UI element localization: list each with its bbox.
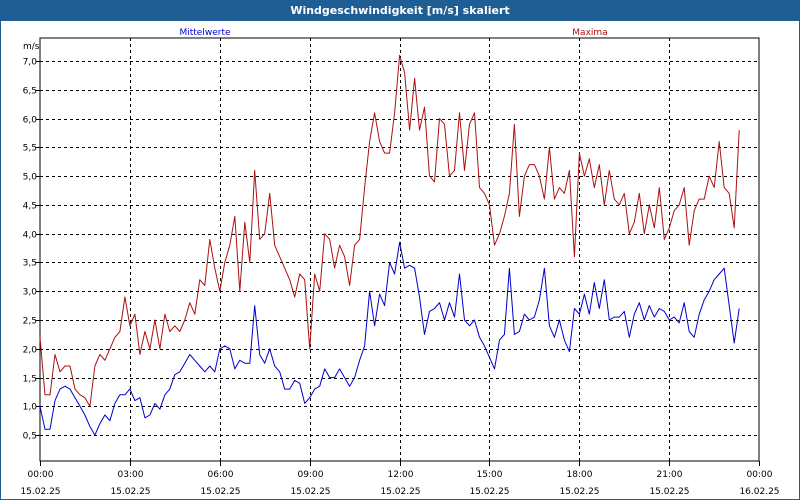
y-tick-label: 1,0 [23,403,38,413]
y-tick-label: 7,0 [23,58,38,68]
plot-area [39,37,760,462]
y-tick-label: 1,5 [23,375,37,385]
x-tick-date-label: 16.02.25 [739,487,779,497]
x-tick-date-label: 15.02.25 [20,487,60,497]
series-line-mittelwerte [39,241,740,436]
x-tick-date-label: 15.02.25 [200,487,240,497]
series-line-maxima [39,54,740,407]
x-tick-time-label: 15:00 [477,470,503,480]
x-tick-time-label: 06:00 [208,470,234,480]
legend-entry-maxima: Maxima [572,28,607,38]
window-title: Windgeschwindigkeit [m/s] skaliert [1,1,799,21]
legend-entry-mittelwerte: Mittelwerte [179,28,230,38]
x-tick-date-label: 15.02.25 [380,487,420,497]
x-tick-time-label: 12:00 [388,470,414,480]
x-tick-date-label: 15.02.25 [469,487,509,497]
y-tick-label: 3,0 [23,288,38,298]
x-tick-time-label: 00:00 [28,470,54,480]
x-tick-date-label: 15.02.25 [559,487,599,497]
y-axis-label: m/s [23,42,40,52]
x-tick-time-label: 18:00 [567,470,593,480]
x-tick-date-label: 15.02.25 [649,487,689,497]
y-tick-label: 6,5 [23,87,37,97]
y-tick-label: 0,5 [23,432,37,442]
y-tick-label: 3,5 [23,259,37,269]
x-tick-time-label: 00:00 [747,470,773,480]
y-tick-label: 4,5 [23,202,37,212]
x-tick-date-label: 15.02.25 [110,487,150,497]
x-tick-time-label: 21:00 [657,470,683,480]
y-tick-label: 2,0 [23,346,38,356]
y-tick-label: 4,0 [23,231,38,241]
y-tick-label: 6,0 [23,116,38,126]
x-tick-time-label: 09:00 [298,470,324,480]
x-tick-time-label: 03:00 [118,470,144,480]
y-tick-label: 5,5 [23,144,37,154]
y-tick-label: 2,5 [23,317,37,327]
y-tick-label: 5,0 [23,173,38,183]
x-tick-date-label: 15.02.25 [290,487,330,497]
